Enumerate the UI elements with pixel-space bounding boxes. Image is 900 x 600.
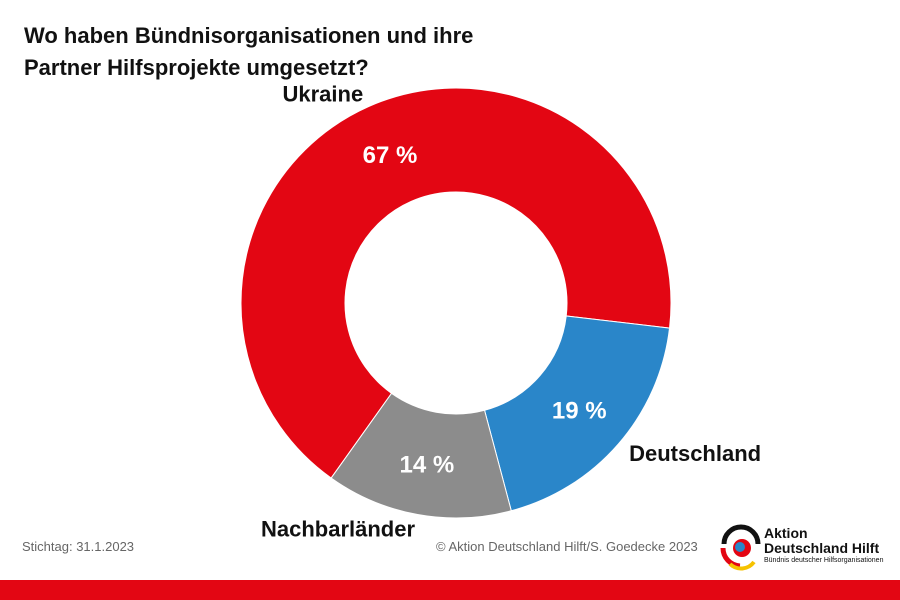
slice-deutschland: [483, 315, 671, 512]
logo-text-line-3: Bündnis deutscher Hilfsorganisationen: [764, 557, 884, 564]
logo-text-line-2: Deutschland Hilft: [764, 540, 880, 556]
chart-title-line-1: Wo haben Bündnisorganisationen und ihre: [24, 23, 474, 48]
chart-title-line-2: Partner Hilfsprojekte umgesetzt?: [24, 55, 369, 80]
copyright-notice: © Aktion Deutschland Hilft/S. Goedecke 2…: [436, 539, 698, 554]
category-label-ukraine: Ukraine: [283, 82, 364, 107]
stichtag-date: Stichtag: 31.1.2023: [22, 539, 135, 554]
slice-ukraine: [240, 87, 672, 479]
bottom-accent-bar: [0, 580, 900, 600]
slice-nachbarländer: [330, 392, 512, 519]
data-label-deutschland: 19 %: [552, 398, 607, 425]
aktion-deutschland-hilft-logo: Aktion Deutschland Hilft Bündnis deutsch…: [720, 524, 890, 574]
donut-labels: 67 % Ukraine 19 % Deutschland 14 % Nachbarlän…: [261, 82, 761, 542]
logo-mark-icon: [720, 524, 761, 571]
data-label-ukraine: 67 %: [363, 142, 418, 169]
donut-slices: [240, 87, 672, 519]
category-label-nachbarländer: Nachbarländer: [261, 516, 415, 541]
category-label-deutschland: Deutschland: [629, 441, 761, 466]
chart-title: Wo haben Bündnisorganisationen und ihre …: [24, 20, 624, 84]
data-label-nachbarländer: 14 %: [400, 451, 455, 478]
logo-text-line-1: Aktion: [764, 525, 808, 541]
